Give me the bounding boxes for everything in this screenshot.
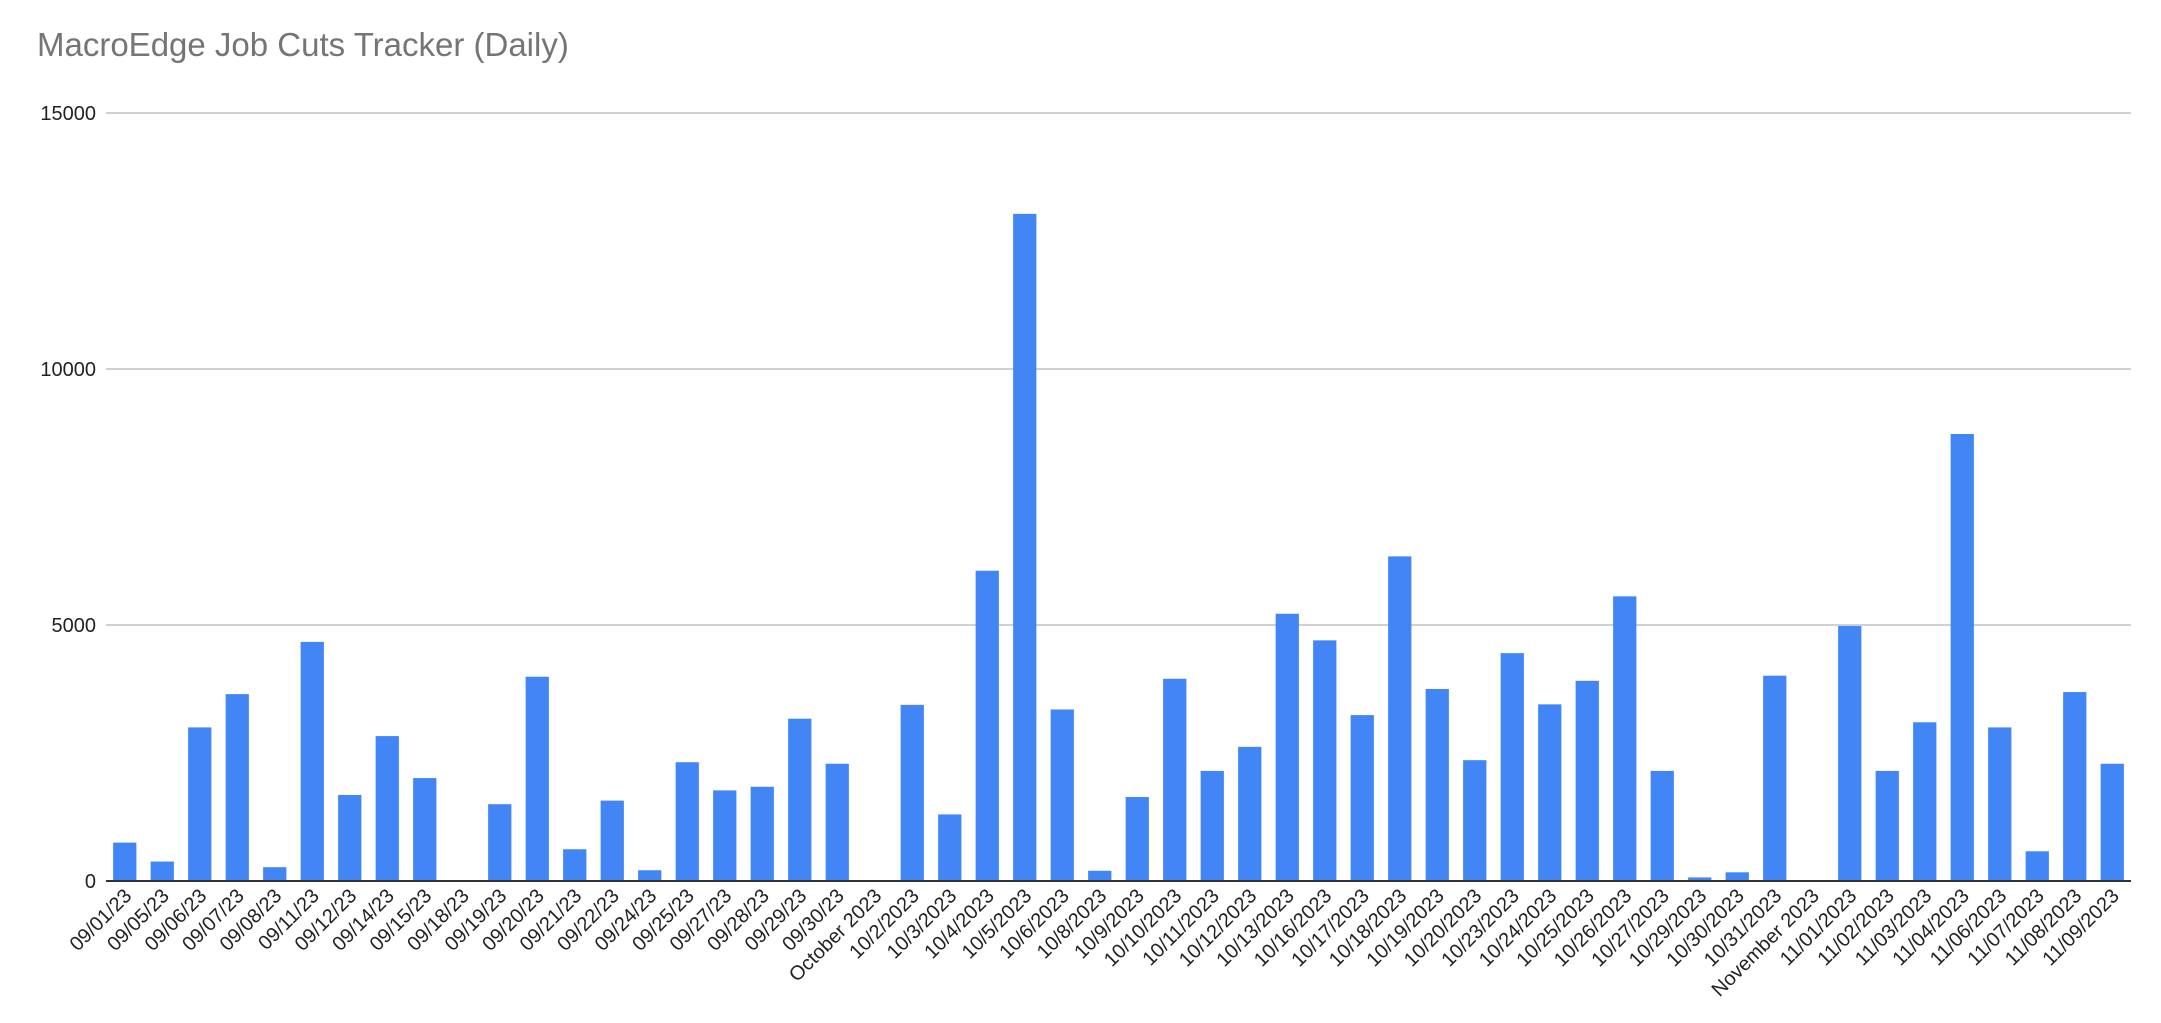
bar: [1350, 715, 1374, 881]
y-tick-labels: 0 5000 10000 15000: [40, 103, 96, 893]
bar: [1613, 596, 1637, 881]
chart-title: MacroEdge Job Cuts Tracker (Daily): [37, 26, 569, 63]
bar: [1425, 689, 1449, 881]
y-tick-label: 0: [85, 871, 96, 893]
bar: [1125, 797, 1149, 881]
bar: [150, 861, 174, 881]
y-tick-label: 15000: [40, 103, 96, 125]
bar: [1238, 746, 1262, 881]
bar: [263, 867, 287, 881]
x-tick-labels: 09/01/2309/05/2309/06/2309/07/2309/08/23…: [66, 885, 2124, 1001]
bar: [1763, 675, 1787, 881]
bar: [113, 842, 137, 881]
bar: [1088, 870, 1112, 881]
bar: [1013, 213, 1037, 882]
bar: [1688, 877, 1712, 881]
bar: [1463, 760, 1487, 881]
bar: [338, 794, 362, 881]
bar: [750, 786, 774, 881]
bar: [1988, 727, 2012, 881]
bar: [1538, 704, 1562, 881]
bar: [713, 790, 737, 881]
bar: [1575, 680, 1599, 881]
bar: [2025, 851, 2049, 881]
bar: [2063, 692, 2087, 881]
bar: [825, 763, 849, 881]
bar: [938, 814, 962, 881]
bar: [1050, 709, 1074, 881]
bar: [975, 570, 999, 881]
bar: [1725, 872, 1749, 881]
bar: [488, 804, 512, 881]
bar: [600, 800, 624, 881]
bar: [188, 727, 212, 881]
bar: [788, 718, 812, 881]
bar: [2100, 763, 2124, 881]
bar: [1275, 613, 1299, 881]
bar: [638, 870, 662, 881]
y-tick-label: 10000: [40, 359, 96, 381]
bar: [1950, 434, 1974, 881]
bar: [300, 641, 324, 881]
bar: [1875, 770, 1899, 881]
bar: [675, 762, 699, 881]
bar: [563, 849, 587, 881]
bar: [900, 704, 924, 881]
bar: [525, 676, 549, 881]
bar: [375, 736, 399, 881]
gridlines: [106, 112, 2131, 626]
bar: [1913, 722, 1937, 881]
bar: [413, 778, 437, 881]
bar: [1500, 653, 1524, 881]
y-tick-label: 5000: [52, 615, 97, 637]
bar: [1200, 770, 1224, 881]
bar: [1313, 640, 1337, 881]
bar: [1163, 678, 1187, 881]
bar: [225, 694, 249, 881]
bars: [113, 213, 2124, 882]
bar: [1838, 626, 1862, 881]
bar: [1388, 556, 1412, 881]
bar: [1650, 770, 1674, 881]
